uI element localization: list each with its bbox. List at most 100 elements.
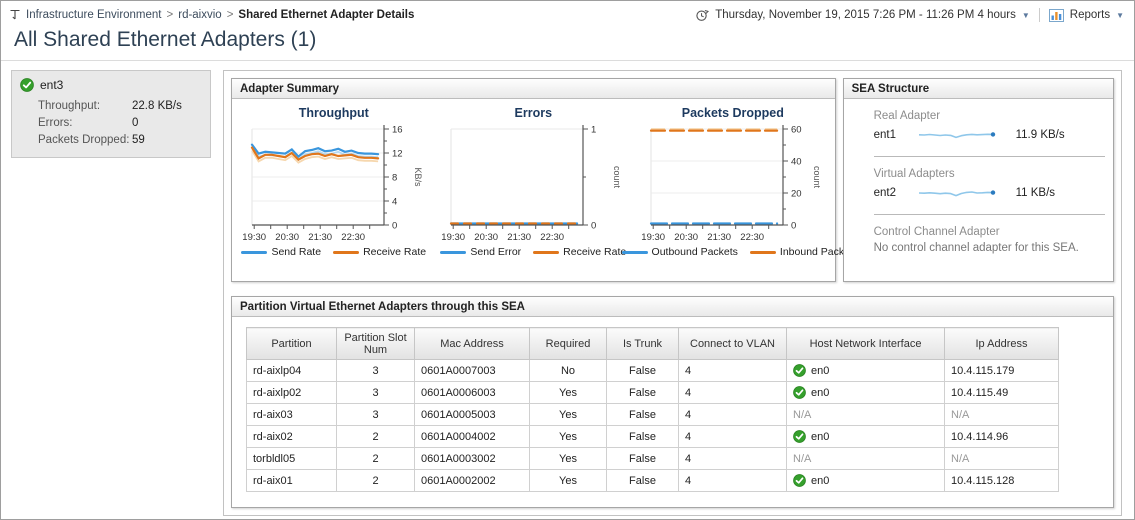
stat-label: Packets Dropped: <box>38 133 130 146</box>
svg-text:8: 8 <box>392 173 397 184</box>
reports-icon <box>1048 8 1064 22</box>
column-header[interactable]: Required <box>529 327 607 360</box>
breadcrumb-item-infrastructure-environment[interactable]: Infrastructure Environment <box>26 9 162 21</box>
svg-text:12: 12 <box>392 149 403 160</box>
breadcrumb-item-current: Shared Ethernet Adapter Details <box>238 9 415 21</box>
column-header[interactable]: Is Trunk <box>606 327 679 360</box>
svg-text:KB/s: KB/s <box>413 167 423 187</box>
partition-table-title: Partition Virtual Ethernet Adapters thro… <box>232 297 1113 317</box>
cell-slot: 3 <box>336 381 415 404</box>
cell-ip-address: N/A <box>944 403 1059 426</box>
table-row[interactable]: rd-aixlp02 3 0601A0006003 Yes False 4 en0 10.4.… <box>246 381 1059 404</box>
top-bar: Infrastructure Environment > rd-aixvio >… <box>1 1 1134 25</box>
cell-host-network-interface: en0 <box>786 425 945 448</box>
adapter-stat-throughput: Throughput: 22.8 KB/s <box>20 97 202 114</box>
svg-text:21:30: 21:30 <box>508 232 532 243</box>
svg-text:count: count <box>812 166 822 189</box>
time-range-selector[interactable]: Thursday, November 19, 2015 7:26 PM - 11… <box>695 9 1030 22</box>
column-header[interactable]: Ip Address <box>944 327 1059 360</box>
cell-host-network-interface: en0 <box>786 469 945 492</box>
legend-swatch <box>749 250 776 254</box>
cell-partition: rd-aix01 <box>246 469 337 492</box>
sea-section-label: Control Channel Adapter <box>873 226 1000 238</box>
chart-canvas: 0 1 count 19:30 20:30 21:30 22:30 <box>442 125 623 244</box>
table-row[interactable]: rd-aix03 3 0601A0005003 Yes False 4 N/A N/A <box>246 403 1059 426</box>
adapter-card-ent3[interactable]: ent3 Throughput: 22.8 KB/s Errors: 0 Pac… <box>11 70 211 158</box>
cell-host-network-interface: en0 <box>786 381 945 404</box>
cell-required: Yes <box>529 403 607 426</box>
svg-text:20:30: 20:30 <box>275 232 299 243</box>
cell-required: Yes <box>529 425 607 448</box>
cell-partition: rd-aixlp04 <box>246 359 337 382</box>
cell-ip-address: N/A <box>944 447 1059 470</box>
svg-text:19:30: 19:30 <box>242 232 266 243</box>
legend-item: Receive Rate <box>533 246 626 258</box>
cell-slot: 2 <box>336 425 415 448</box>
chart-legend: Outbound Packets Inbound Pack <box>621 246 844 258</box>
legend-swatch <box>241 250 268 254</box>
legend-label: Receive Rate <box>363 246 427 258</box>
cell-mac: 0601A0002002 <box>414 469 530 492</box>
table-row[interactable]: torbldl05 2 0601A0003002 Yes False 4 N/A N/A <box>246 447 1059 470</box>
sea-adapter-name[interactable]: ent2 <box>873 187 896 199</box>
legend-item: Send Rate <box>241 246 321 258</box>
cell-ip-address: 10.4.115.179 <box>944 359 1059 382</box>
column-header[interactable]: Partition <box>246 327 337 360</box>
legend-item: Outbound Packets <box>621 246 738 258</box>
cell-vlan: 4 <box>678 469 787 492</box>
stat-label: Errors: <box>38 116 73 129</box>
cell-vlan: 4 <box>678 447 787 470</box>
svg-text:21:30: 21:30 <box>308 232 332 243</box>
host-interface-label: en0 <box>811 474 830 487</box>
legend-swatch <box>533 250 560 254</box>
chevron-down-icon: ▼ <box>1116 11 1124 20</box>
cell-is-trunk: False <box>606 425 679 448</box>
cell-mac: 0601A0003002 <box>414 447 530 470</box>
table-header-row: Partition Partition Slot Num Mac Address Re… <box>246 327 1059 360</box>
chart-canvas: 0 20 40 60 count 19:30 20:30 21:30 22:30 <box>641 125 822 244</box>
chart-packets-dropped: Packets Dropped 0 20 40 60 count 19:30 20:30 21:… <box>621 101 844 258</box>
time-range-label: Thursday, November 19, 2015 7:26 PM - 11… <box>715 9 1016 21</box>
cell-vlan: 4 <box>678 403 787 426</box>
column-header[interactable]: Mac Address <box>414 327 530 360</box>
green-check-icon <box>20 78 34 92</box>
reports-menu[interactable]: Reports ▼ <box>1048 8 1124 22</box>
svg-text:0: 0 <box>791 221 796 232</box>
chevron-down-icon: ▼ <box>1021 11 1030 20</box>
chart-throughput: Throughput 0 4 8 12 16 KB/s 19:30 20:30 21:30 22:3… <box>234 101 434 258</box>
sea-structure-panel: SEA Structure Real Adapter ent1 11.9 KB/… <box>842 78 1114 282</box>
green-check-icon <box>793 430 806 443</box>
cell-required: No <box>529 359 607 382</box>
svg-text:19:30: 19:30 <box>641 232 665 243</box>
table-row[interactable]: rd-aix01 2 0601A0002002 Yes False 4 en0 10.4.11… <box>246 469 1059 492</box>
sea-adapter-value: 11 KB/s <box>1015 187 1056 199</box>
adapter-card-header: ent3 <box>20 78 202 92</box>
chart-canvas: 0 4 8 12 16 KB/s 19:30 20:30 21:30 22:30 <box>242 125 423 244</box>
sea-section-message: No control channel adapter for this SEA. <box>873 242 1079 254</box>
cell-host-network-interface: en0 <box>786 359 945 382</box>
cell-is-trunk: False <box>606 381 679 404</box>
sparkline <box>918 190 995 197</box>
sea-adapter-line: ent1 11.9 KB/s <box>874 126 1105 144</box>
cell-mac: 0601A0004002 <box>414 425 530 448</box>
breadcrumb-item-rd-aixvio[interactable]: rd-aixvio <box>178 9 222 21</box>
sea-adapter-name[interactable]: ent1 <box>873 129 896 141</box>
column-header[interactable]: Connect to VLAN <box>678 327 787 360</box>
svg-text:4: 4 <box>392 197 397 208</box>
cell-partition: rd-aixlp02 <box>246 381 337 404</box>
content-area: ent3 Throughput: 22.8 KB/s Errors: 0 Pac… <box>1 61 1134 516</box>
charts-row: Throughput 0 4 8 12 16 KB/s 19:30 20:30 21:30 22:3… <box>232 99 844 258</box>
table-row[interactable]: rd-aixlp04 3 0601A0007003 No False 4 en0 10.4.1… <box>246 359 1059 382</box>
host-interface-label: en0 <box>811 364 830 377</box>
column-header[interactable]: Host Network Interface <box>786 327 945 360</box>
title-divider <box>1 60 1134 61</box>
cell-required: Yes <box>529 381 607 404</box>
legend-swatch <box>333 250 360 254</box>
column-header[interactable]: Partition Slot Num <box>336 327 415 360</box>
summary-row: Adapter Summary Throughput 0 4 8 12 16 KB/s 19:… <box>231 78 1114 282</box>
table-row[interactable]: rd-aix02 2 0601A0004002 Yes False 4 en0 10.4.11… <box>246 425 1059 448</box>
svg-text:count: count <box>612 166 622 189</box>
cell-slot: 2 <box>336 447 415 470</box>
chart-title: Throughput <box>298 106 369 120</box>
